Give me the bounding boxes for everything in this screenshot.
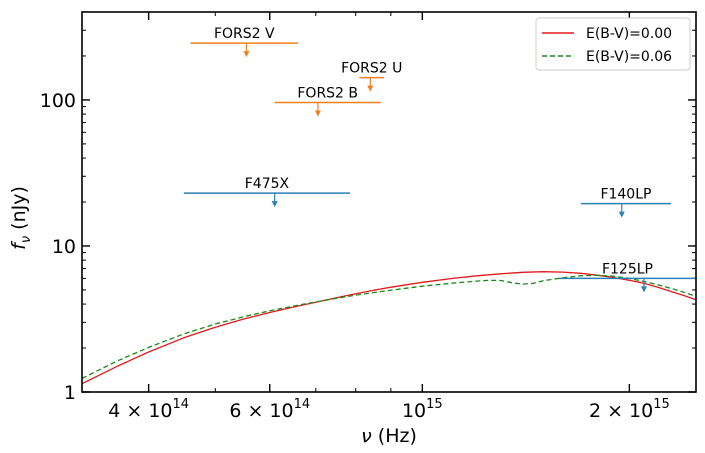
legend-label-ebv-006: E(B-V)=0.06 [586, 49, 672, 65]
limit-label: F140LP [600, 187, 651, 203]
upper-limit-fors2-v: FORS2 V [190, 26, 299, 58]
y-label-unit: (nJy) [8, 186, 30, 230]
x-tick-label: 1015 [402, 397, 443, 422]
limit-arrow-head [367, 85, 374, 92]
upper-limit-f475x: F475X [183, 176, 351, 208]
y-axis-label: fν (nJy) [8, 186, 34, 250]
y-tick-label: 100 [40, 90, 76, 112]
upper-limit-f140lp: F140LP [580, 187, 672, 218]
x-tick-label: 4 × 1014 [108, 397, 189, 422]
limit-label: FORS2 B [297, 86, 358, 102]
upper-limits: FORS2 V FORS2 U FORS2 B F475X F140LP F125LP [183, 26, 696, 293]
limit-label: FORS2 U [341, 61, 402, 77]
series-line-ebv-000 [82, 271, 696, 385]
y-label-main: f [8, 240, 30, 250]
legend-label-ebv-000: E(B-V)=0.00 [586, 26, 672, 42]
upper-limit-fors2-b: FORS2 B [274, 86, 381, 117]
y-label-sub: ν [19, 236, 34, 243]
x-tick-label: 2 × 1015 [589, 397, 670, 422]
x-label-main: ν [361, 425, 372, 447]
limit-arrow-head [243, 51, 250, 58]
model-curves [82, 271, 696, 385]
limit-label: F475X [245, 176, 290, 192]
plot-frame [81, 11, 697, 393]
legend: E(B-V)=0.00 E(B-V)=0.06 [535, 17, 691, 71]
legend-box [535, 17, 691, 71]
limit-arrow-head [640, 286, 647, 293]
upper-limit-fors2-u: FORS2 U [341, 61, 402, 92]
upper-limit-f125lp: F125LP [558, 261, 696, 293]
x-label-unit: (Hz) [378, 425, 417, 447]
series-line-ebv-006 [82, 274, 696, 379]
limit-arrow-head [271, 201, 278, 208]
limit-arrow-head [314, 110, 321, 117]
y-tick-label: 1 [64, 382, 76, 404]
x-tick-labels: 4 × 1014 6 × 1014 1015 2 × 1015 [108, 397, 670, 422]
x-tick-label: 6 × 1014 [229, 397, 310, 422]
limit-label: F125LP [602, 261, 653, 277]
limit-label: FORS2 V [214, 26, 275, 42]
x-axis-label: ν (Hz) [361, 425, 417, 447]
limit-arrow-head [618, 211, 625, 218]
y-tick-labels: 1 10 100 [40, 90, 76, 404]
svg-text:ν (Hz): ν (Hz) [361, 425, 417, 447]
y-tick-label: 10 [52, 236, 76, 258]
svg-text:fν (nJy): fν (nJy) [8, 186, 34, 250]
